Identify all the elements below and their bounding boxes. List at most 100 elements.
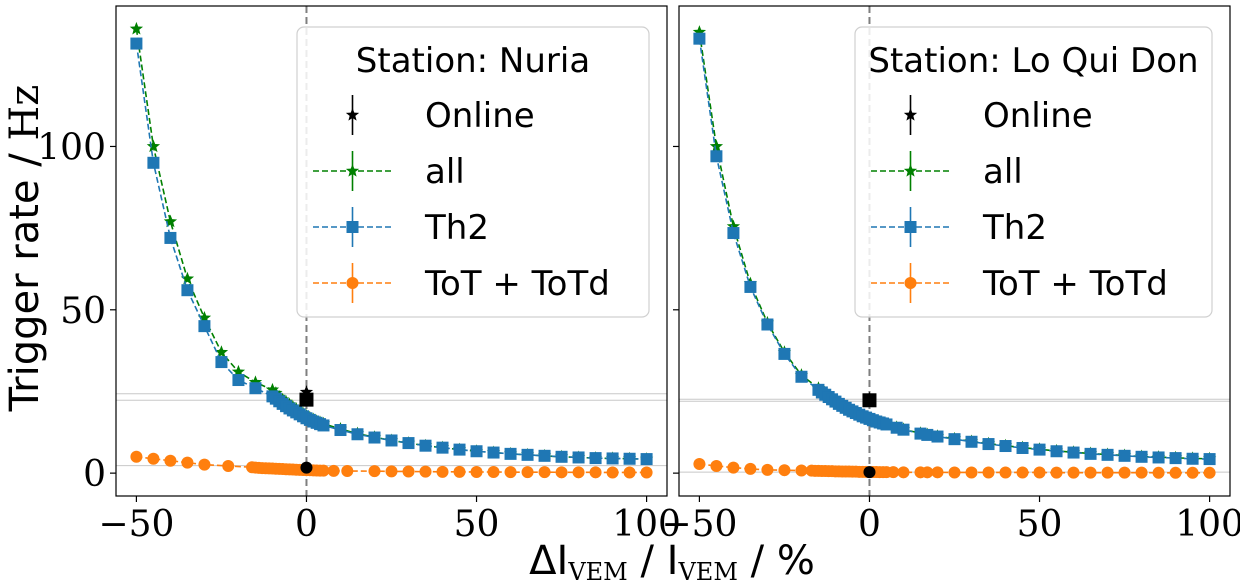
data-point (147, 156, 160, 169)
plot-frame (678, 5, 1231, 497)
data-point (487, 446, 500, 459)
data-point (1101, 466, 1114, 479)
chart-panel-lo-qui-don: −50 0 50 100 Station: Lo Qui Don Online all Th2… (661, 5, 1240, 545)
data-point (1203, 453, 1216, 466)
data-point (692, 25, 707, 38)
data-point (948, 433, 961, 446)
data-point (744, 462, 757, 475)
data-point (538, 466, 551, 479)
data-point (1050, 445, 1063, 458)
data-point (198, 320, 211, 333)
data-point (181, 456, 194, 469)
data-point (693, 32, 706, 45)
legend-label: Th2 (982, 208, 1047, 248)
data-point (778, 347, 791, 360)
data-point (341, 465, 354, 478)
data-point (589, 452, 602, 465)
data-point (727, 227, 740, 240)
data-point (693, 457, 706, 470)
data-point (436, 465, 449, 478)
data-point (982, 438, 995, 451)
data-point (504, 466, 517, 479)
data-point (623, 466, 636, 479)
data-point (368, 465, 381, 478)
data-point (1118, 466, 1131, 479)
data-point (921, 428, 934, 441)
data-point (180, 271, 195, 285)
data-point (931, 466, 944, 479)
x-tick-label: 0 (295, 504, 318, 545)
data-point (589, 466, 602, 479)
x-tick-label: −50 (98, 504, 174, 545)
plot-frame (115, 5, 668, 497)
data-point (965, 435, 978, 448)
data-point (572, 451, 585, 464)
data-point (470, 465, 483, 478)
online-point (300, 461, 313, 474)
data-point (897, 466, 910, 479)
data-point (931, 430, 944, 443)
y-tick-label: 0 (83, 454, 106, 495)
data-point (1186, 466, 1199, 479)
data-point (623, 452, 636, 465)
data-point (1118, 449, 1131, 462)
data-point (727, 461, 740, 474)
data-point (521, 466, 534, 479)
data-point (436, 441, 449, 454)
data-point (1067, 466, 1080, 479)
legend-label: all (983, 152, 1023, 192)
data-point (214, 345, 229, 358)
data-point (146, 139, 161, 153)
data-point (419, 439, 432, 452)
data-point (317, 419, 330, 432)
data-point (982, 466, 995, 479)
x-tick-label: 50 (1017, 504, 1063, 545)
data-point (222, 459, 235, 472)
data-point (761, 463, 774, 476)
legend-marker (345, 164, 360, 177)
data-point (744, 280, 757, 293)
data-point (921, 466, 934, 479)
x-tick-label: 100 (612, 504, 681, 545)
data-point (504, 447, 517, 460)
data-point (897, 423, 910, 436)
legend-label: ToT + ToTd (982, 264, 1168, 304)
data-point (1169, 466, 1182, 479)
data-point (1050, 466, 1063, 479)
legend-marker (903, 164, 918, 177)
data-point (1067, 446, 1080, 459)
data-point (999, 466, 1012, 479)
data-point (232, 374, 245, 387)
chart-panel-nuria: −50 0 50 100 0 50 100 Station: Nuria Online all Th… (37, 5, 681, 545)
data-point (164, 454, 177, 467)
legend-title: Station: Lo Qui Don (868, 41, 1198, 81)
data-point (521, 448, 534, 461)
data-point (248, 375, 263, 388)
data-point (761, 318, 774, 331)
data-point (1152, 466, 1165, 479)
legend-marker (904, 277, 917, 289)
data-point (419, 465, 432, 478)
data-point (1084, 466, 1097, 479)
data-point (710, 459, 723, 472)
data-point (1033, 466, 1046, 479)
data-point (129, 21, 144, 35)
data-point (999, 440, 1012, 453)
y-tick-label: 100 (37, 127, 106, 168)
data-point (487, 465, 500, 478)
legend-box (296, 26, 650, 318)
data-point (470, 445, 483, 458)
legend-title: Station: Nuria (356, 41, 590, 81)
data-point (351, 428, 364, 441)
x-tick-label: −50 (661, 504, 737, 545)
data-point (606, 452, 619, 465)
data-point (1135, 450, 1148, 463)
data-point (1084, 447, 1097, 460)
data-point (1203, 466, 1216, 479)
data-point (887, 466, 900, 479)
data-point (795, 370, 808, 383)
legend-marker (346, 277, 359, 289)
data-point (572, 466, 585, 479)
data-point (640, 453, 653, 466)
legend-marker (346, 221, 359, 233)
